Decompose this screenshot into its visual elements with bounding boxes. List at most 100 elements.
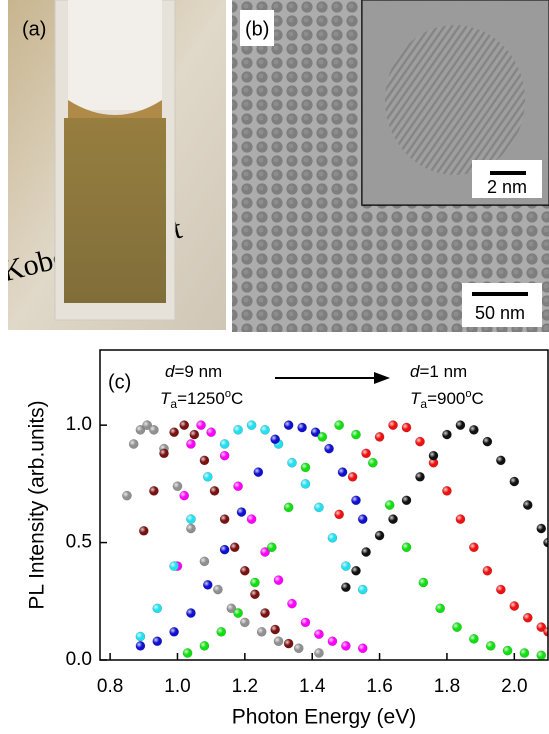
- point-shine: [317, 432, 327, 442]
- point-shine: [209, 486, 220, 496]
- point-shine: [415, 472, 425, 482]
- annotation-part: a: [170, 397, 177, 411]
- point-shine: [351, 566, 361, 576]
- x-tick-label: 2.0: [501, 676, 527, 697]
- point-shine: [496, 584, 506, 595]
- point-shine: [388, 514, 398, 524]
- point-shine: [324, 444, 334, 454]
- point-shine: [135, 641, 146, 651]
- point-shine: [469, 634, 479, 644]
- point-shine: [351, 429, 361, 440]
- point-shine: [169, 427, 179, 437]
- point-shine: [452, 622, 462, 632]
- point-shine: [482, 436, 492, 447]
- point-shine: [182, 648, 193, 658]
- point-shine: [135, 631, 146, 642]
- point-shine: [246, 514, 257, 524]
- point-shine: [536, 622, 546, 632]
- point-shine: [509, 601, 519, 611]
- point-shine: [536, 650, 546, 660]
- point-shine: [260, 547, 270, 557]
- annotation-part: T: [410, 389, 422, 408]
- point-shine: [169, 627, 179, 637]
- point-shine: [142, 420, 152, 430]
- point-shine: [401, 542, 412, 552]
- point-shine: [334, 420, 344, 430]
- point-shine: [435, 603, 445, 613]
- point-shine: [401, 422, 412, 433]
- panel-label: (c): [108, 371, 131, 393]
- annotation-part: T: [160, 389, 172, 408]
- point-shine: [236, 507, 247, 517]
- point-shine: [270, 624, 280, 635]
- point-shine: [179, 420, 189, 430]
- annotation-part: =900: [427, 389, 465, 408]
- point-shine: [341, 561, 351, 571]
- point-shine: [536, 523, 546, 534]
- point-shine: [496, 455, 506, 465]
- plot-area: [122, 420, 548, 660]
- panel-label: (a): [22, 18, 46, 40]
- point-shine: [358, 514, 368, 524]
- arrow-head: [374, 372, 390, 384]
- annotation-part: o: [465, 388, 471, 400]
- point-shine: [159, 448, 169, 458]
- annotation-part: d: [165, 362, 175, 381]
- x-tick-label: 1.8: [434, 676, 460, 697]
- point-shine: [220, 439, 230, 449]
- annotation-part: d: [410, 362, 420, 381]
- x-tick-label: 0.8: [97, 676, 123, 697]
- point-shine: [240, 617, 250, 628]
- point-shine: [341, 582, 351, 592]
- point-shine: [186, 608, 196, 618]
- point-shine: [287, 599, 297, 609]
- annotation-part: a: [420, 397, 427, 411]
- point-shine: [300, 479, 311, 489]
- point-shine: [260, 608, 270, 618]
- point-shine: [152, 636, 162, 646]
- point-shine: [284, 638, 294, 649]
- tem-image: [232, 0, 549, 332]
- point-shine: [216, 627, 226, 637]
- point-shine: [351, 495, 361, 505]
- point-shine: [523, 613, 533, 623]
- point-shine: [358, 643, 368, 653]
- point-shine: [250, 589, 260, 599]
- point-shine: [294, 643, 304, 653]
- point-shine: [226, 603, 236, 613]
- point-shine: [300, 462, 311, 473]
- x-axis-label: Photon Energy (eV): [232, 706, 416, 729]
- point-shine: [169, 561, 179, 571]
- point-shine: [337, 467, 348, 477]
- annotation: Ta=900oC: [410, 388, 484, 411]
- y-tick-label: 0.5: [66, 532, 92, 553]
- point-shine: [149, 486, 159, 496]
- point-shine: [361, 448, 371, 458]
- point-shine: [374, 432, 385, 442]
- point-shine: [418, 577, 428, 588]
- point-shine: [385, 500, 395, 510]
- scale-label: 2 nm: [487, 177, 527, 197]
- point-shine: [199, 556, 210, 566]
- point-shine: [273, 575, 284, 585]
- panel-label: (b): [245, 18, 269, 40]
- annotation-part: =9 nm: [174, 362, 222, 381]
- point-shine: [523, 500, 533, 510]
- point-shine: [179, 491, 189, 501]
- point-shine: [327, 533, 338, 543]
- point-shine: [220, 451, 230, 461]
- point-shine: [233, 608, 243, 618]
- photo-a: Kobe Universit: [8, 0, 226, 330]
- annotation: Ta=1250oC: [160, 388, 243, 411]
- point-shine: [455, 514, 466, 524]
- point-shine: [213, 584, 223, 595]
- point-shine: [203, 472, 213, 482]
- point-shine: [199, 455, 210, 465]
- point-shine: [129, 439, 139, 449]
- y-tick-label: 1.0: [66, 414, 92, 435]
- point-shine: [122, 491, 132, 501]
- point-shine: [206, 427, 216, 437]
- annotation-part: =1250: [177, 389, 225, 408]
- annotation: d=9 nm: [165, 362, 222, 381]
